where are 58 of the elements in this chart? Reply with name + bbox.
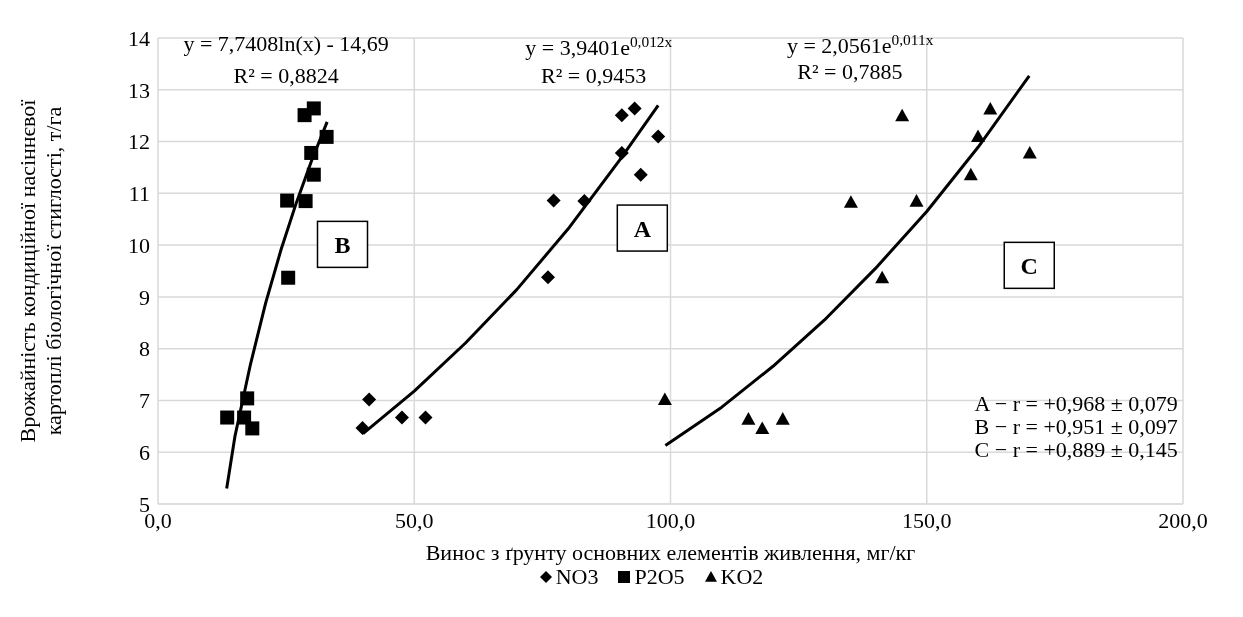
legend-label: KO2 [720, 564, 764, 590]
point [220, 410, 235, 425]
point [418, 410, 433, 425]
y-tick-label: 6 [139, 440, 150, 466]
point [546, 193, 561, 208]
annotation: y = 7,7408ln(x) - 14,69 [183, 30, 389, 56]
point [963, 167, 978, 181]
point [298, 194, 313, 209]
x-tick-label: 150,0 [902, 507, 952, 533]
annotation: B [334, 232, 351, 259]
x-axis-title: Винос з ґрунту основних елементів живлення, мг/кг [425, 540, 916, 565]
y-tick-label: 8 [139, 336, 150, 362]
point [971, 129, 985, 142]
y-tick-label: 12 [128, 129, 150, 155]
y-tick-label: 11 [128, 181, 150, 207]
legend-label: NO3 [555, 564, 599, 590]
annotation: A − r = +0,968 ± 0,079 [974, 390, 1178, 416]
point [394, 410, 409, 425]
annotation: R² = 0,7885 [797, 58, 903, 84]
annotation: y = 2,0561e$^{0,011x}$ [786, 30, 934, 58]
point [755, 421, 770, 434]
point [843, 195, 858, 208]
annotation: C − r = +0,889 ± 0,145 [974, 437, 1178, 463]
point [657, 392, 672, 406]
y-tick-label: 10 [128, 232, 150, 258]
point [306, 167, 321, 182]
annotation: C [1020, 253, 1038, 280]
point [306, 101, 321, 116]
point [614, 108, 629, 123]
point [280, 193, 295, 208]
legend-label: P2O5 [634, 564, 685, 590]
annotation: A [633, 216, 652, 243]
point [775, 412, 790, 425]
point [895, 108, 910, 122]
point [741, 412, 756, 425]
point [633, 167, 648, 182]
y-tick-label: 7 [139, 388, 150, 414]
point [1022, 145, 1037, 159]
point [627, 101, 642, 116]
y-tick-label: 9 [139, 284, 150, 310]
annotation: R² = 0,9453 [541, 63, 647, 89]
y-axis-title: Врожайність кондиційної насіннєвої картоплі біологічної стиглості, т/га [15, 98, 66, 443]
point [281, 270, 296, 285]
point [909, 194, 924, 207]
point [983, 101, 998, 115]
point [245, 421, 260, 436]
point [362, 392, 377, 407]
x-tick-label: 100,0 [645, 507, 696, 533]
y-tick-label: 13 [128, 77, 150, 103]
annotation: R² = 0,8824 [233, 63, 339, 89]
annotation: y = 3,9401e$^{0,012x}$ [525, 32, 673, 61]
annotation: B − r = +0,951 ± 0,097 [974, 414, 1178, 440]
point [651, 129, 666, 144]
x-tick-label: 50,0 [395, 507, 434, 533]
y-tick-label: 14 [128, 25, 150, 51]
point [875, 270, 890, 284]
x-tick-label: 200,0 [1158, 507, 1208, 533]
point [541, 270, 556, 285]
